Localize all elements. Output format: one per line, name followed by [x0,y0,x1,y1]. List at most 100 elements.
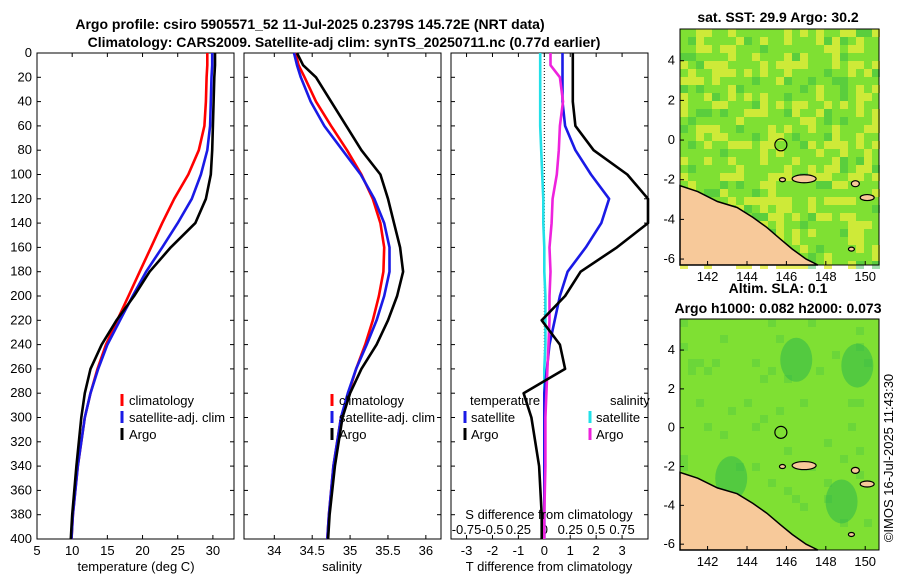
map-anomaly-blob [825,479,858,524]
map-cell [840,141,848,149]
x-tick-label: -1 [513,543,525,558]
y-tick-label: 360 [10,482,32,497]
map-cell [752,133,760,141]
map-cell [832,141,840,149]
map-cell [760,69,768,77]
map-lat-label: -2 [663,459,675,474]
map-frame [679,28,880,266]
map-cell [776,77,784,85]
x-tick-label: 35.5 [375,543,400,558]
map-cell [760,157,768,165]
map-cell [832,351,840,359]
series-line-s-argo [542,53,565,539]
map-cell [776,229,784,237]
map-cell [816,367,824,375]
map-island [778,177,787,183]
map-island [859,480,875,488]
map-cell [816,37,824,45]
x-tick-label: 34.5 [300,543,325,558]
legend-climatology: climatology [129,393,195,408]
map-cell [840,213,848,221]
map-cell [872,189,880,197]
map-cell [720,69,728,77]
map-lat-label: -2 [663,172,675,187]
map-cell [776,205,784,213]
map-cell [768,367,776,375]
map-cell [800,101,808,109]
map-cell [856,85,864,93]
map-cell [832,181,840,189]
map-cell [824,213,832,221]
map-cell [872,245,880,253]
map-cell [744,197,752,205]
sla-map: 142 144 146 148 150 4 2 0 -2 -4 -6 [663,318,880,569]
map-cell [840,149,848,157]
map-cell [696,77,704,85]
salinity-legend: climatology satellite-adj. clim Argo [330,393,435,442]
map-cell [824,253,832,261]
map-cell [760,101,768,109]
map-cell [784,69,792,77]
s-difference-label: S difference from climatology [465,507,633,522]
map-cell [792,157,800,165]
map-cell [752,359,760,367]
map-island [847,246,856,252]
salinity-xlabel: salinity [322,559,362,574]
map-lon-label: 146 [776,269,798,284]
map-cell [872,205,880,213]
map-cell [808,117,816,125]
map-cell [872,109,880,117]
profile-location-marker [774,138,788,152]
map-cell [760,415,768,423]
map-lon-label: 148 [815,554,837,569]
map-cell [768,189,776,197]
map-cell [824,141,832,149]
map-cell [720,109,728,117]
map-cell [736,141,744,149]
map-cell [720,189,728,197]
map-cell [680,157,688,165]
map-cell [816,109,824,117]
map-cell [856,109,864,117]
y-tick-label: 220 [10,312,32,327]
map-cell [760,45,768,53]
map-cell [776,407,784,415]
map-cell [696,133,704,141]
map-cell [824,133,832,141]
map-cell [704,141,712,149]
map-cell [816,181,824,189]
map-cell [816,213,824,221]
map-cell [680,61,688,69]
y-tick-label: 0 [25,45,32,60]
map-cell [840,181,848,189]
map-cell [760,205,768,213]
map-cell [856,173,864,181]
map-cell [872,61,880,69]
map-lat-label: -6 [663,536,675,551]
y-tick-label: 400 [10,531,32,546]
map-cell [760,109,768,117]
map-cell [752,213,760,221]
map-cell [744,37,752,45]
map-cell [728,197,736,205]
map-cell [824,439,832,447]
map-island [847,531,856,538]
map-cell [832,61,840,69]
map-cell [712,125,720,133]
map-cell [816,93,824,101]
map-cell [824,479,832,487]
map-lon-label: 150 [854,554,876,569]
map-cell [728,45,736,53]
map-cell [848,45,856,53]
map-cell [872,69,880,77]
map-cell [760,197,768,205]
map-cell [752,101,760,109]
map-cell [696,399,704,407]
sst-map-title: sat. SST: 29.9 Argo: 30.2 [697,9,859,25]
map-cell [696,85,704,93]
map-cell [816,85,824,93]
map-cell [688,53,696,61]
map-cell [680,93,688,101]
map-cell [776,221,784,229]
